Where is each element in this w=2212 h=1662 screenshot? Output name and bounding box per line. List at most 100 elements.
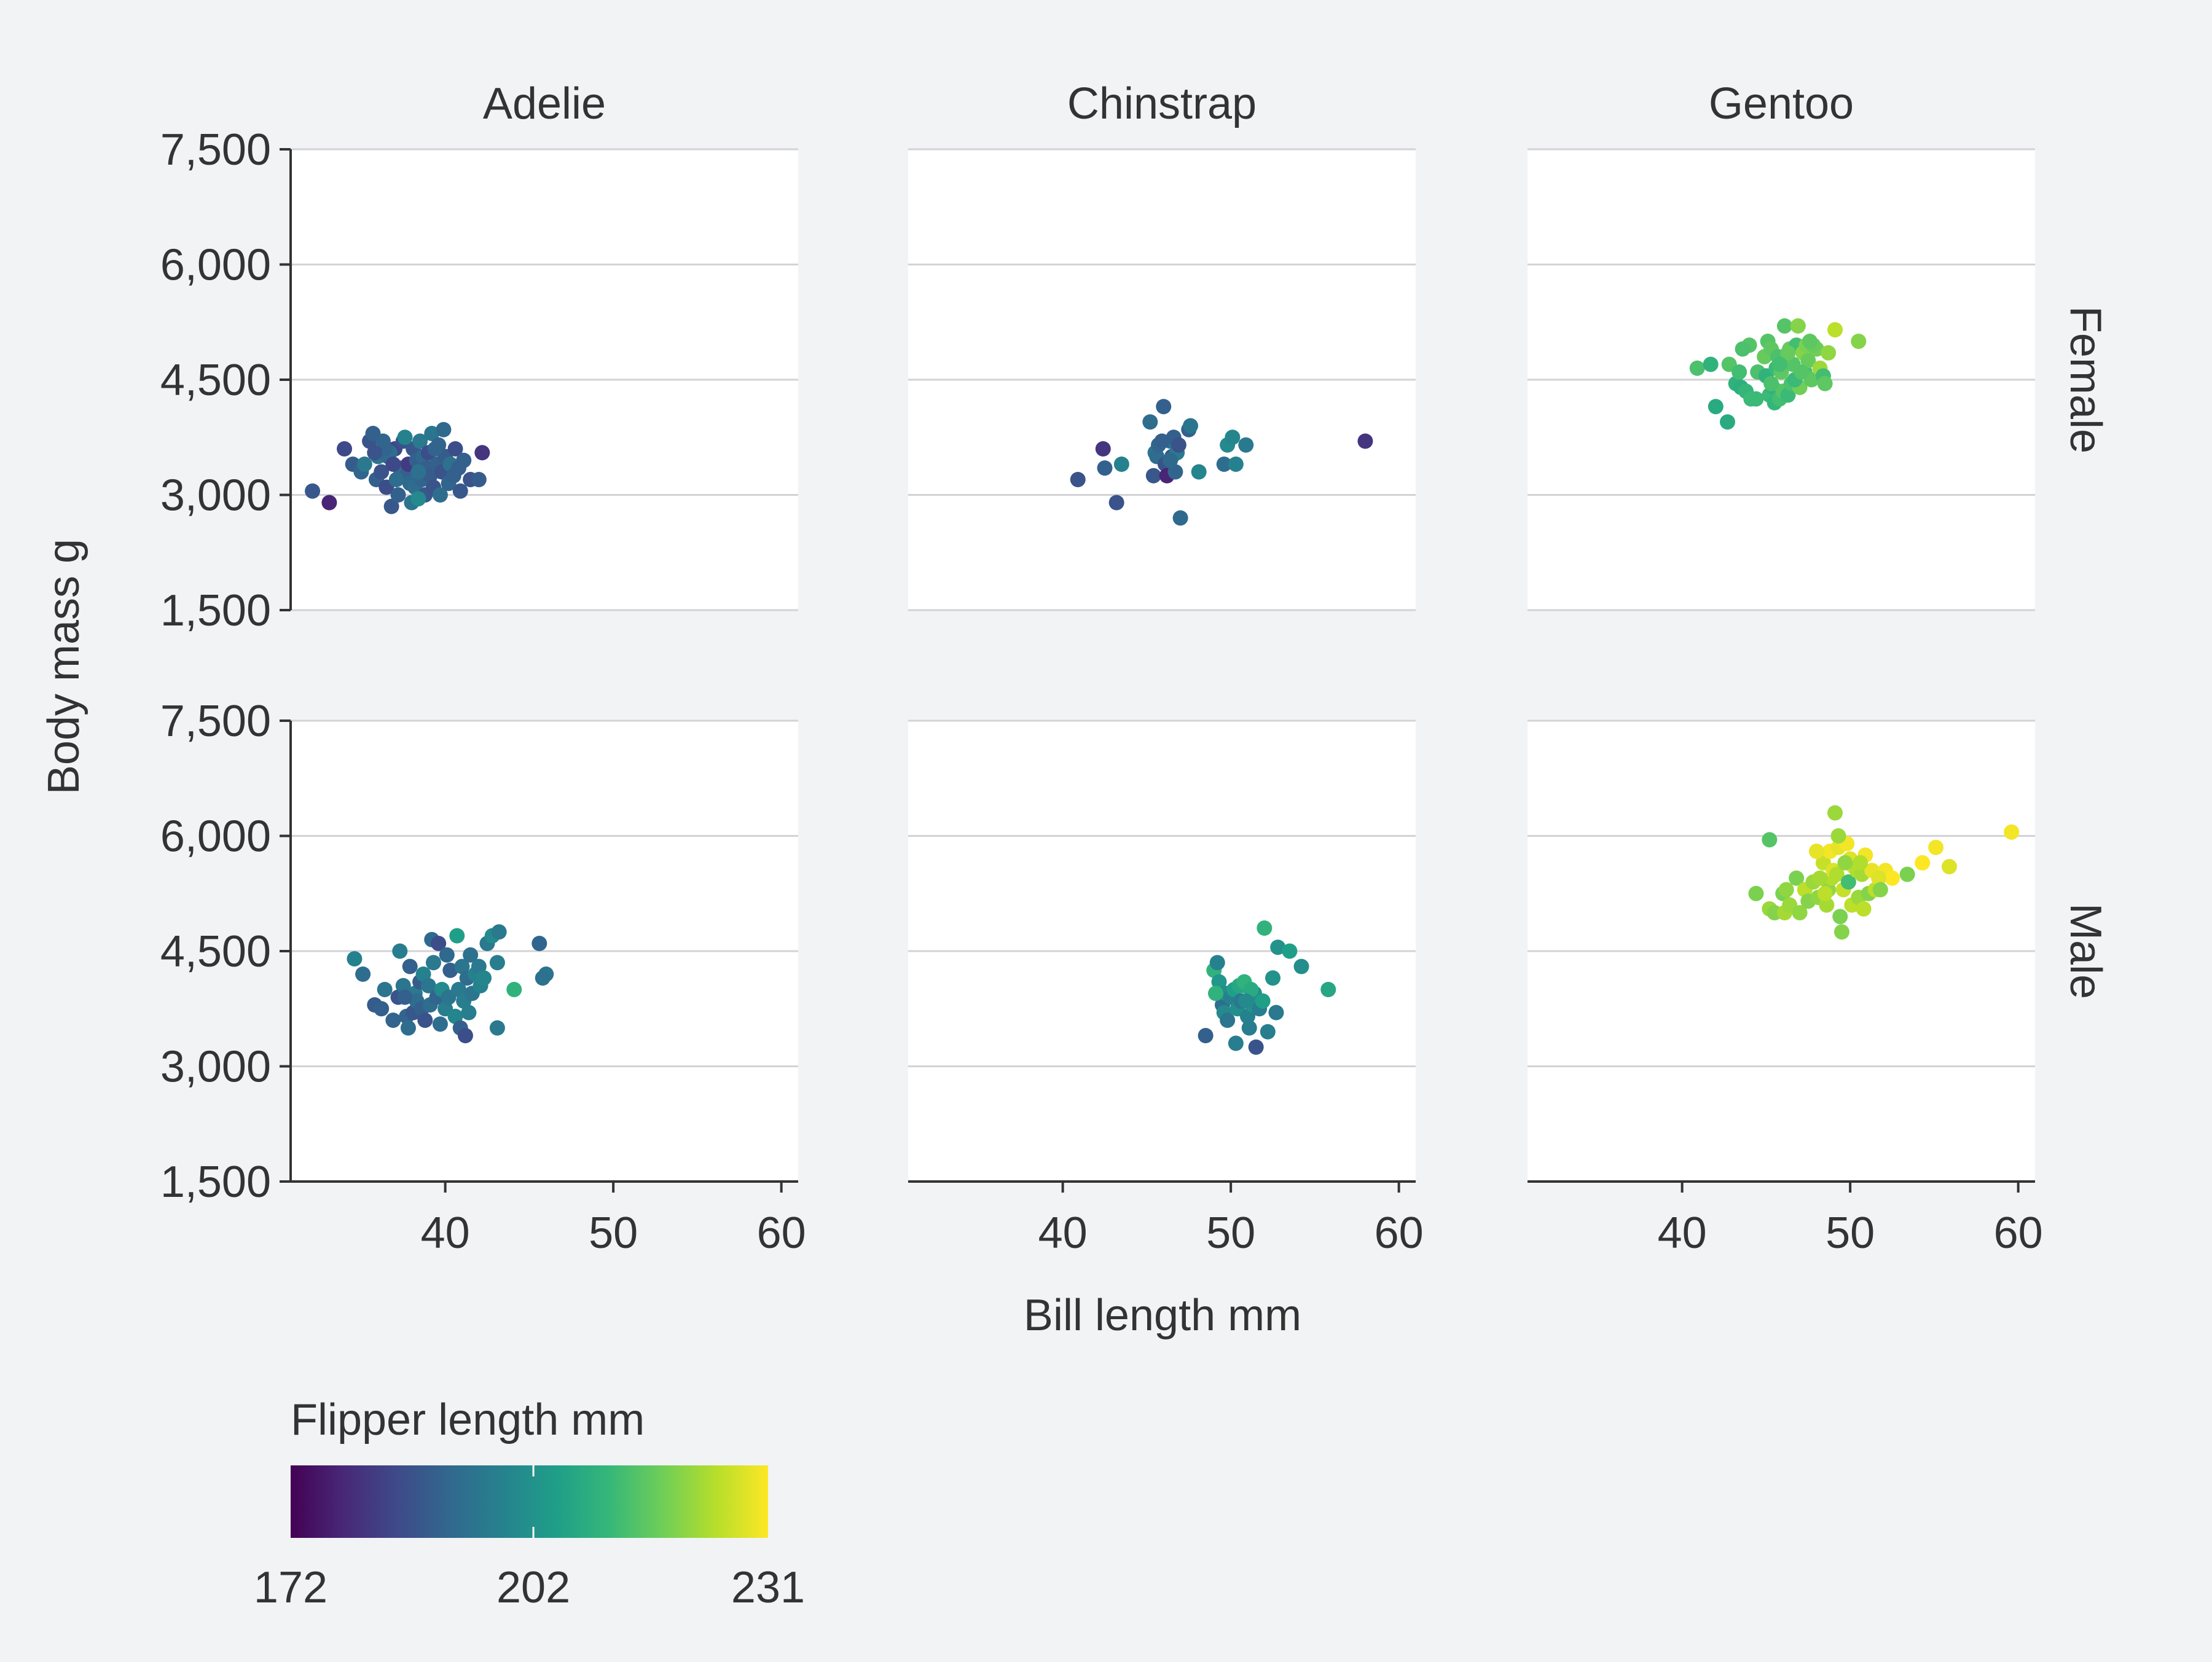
- data-point: [489, 955, 505, 971]
- data-point: [432, 1016, 448, 1032]
- data-point: [1808, 844, 1824, 859]
- data-point: [367, 445, 383, 461]
- panel-gentoo-female: Gentoo Female: [1528, 79, 2110, 611]
- data-point: [1703, 356, 1719, 372]
- facet-row-label: Male: [2061, 903, 2110, 999]
- data-point: [1719, 414, 1735, 430]
- data-point: [1260, 1024, 1276, 1040]
- data-point: [1255, 993, 1271, 1009]
- facet-column-title: Gentoo: [1709, 79, 1854, 128]
- data-point: [471, 472, 487, 487]
- data-point: [449, 928, 465, 944]
- data-point: [422, 468, 438, 484]
- data-point: [1095, 441, 1111, 457]
- data-point: [1243, 982, 1259, 997]
- data-point: [1265, 970, 1281, 986]
- data-point: [442, 962, 458, 978]
- data-point: [1802, 334, 1818, 349]
- data-point: [410, 464, 426, 480]
- data-point: [1070, 472, 1086, 487]
- data-point: [1228, 457, 1244, 472]
- data-point: [1282, 943, 1298, 959]
- data-point: [1257, 920, 1273, 936]
- x-tick-label: 50: [1826, 1209, 1875, 1258]
- data-point: [2004, 824, 2020, 840]
- data-point: [1915, 855, 1931, 871]
- data-point: [1780, 387, 1796, 403]
- points-chinstrap-male: [1198, 920, 1336, 1055]
- facet-column-title: Adelie: [483, 79, 606, 128]
- panel-gentoo-male: 40 50 60 Male: [1528, 719, 2110, 1258]
- data-point: [392, 943, 408, 959]
- x-tick-label: 50: [1206, 1209, 1255, 1258]
- data-point: [489, 1020, 505, 1036]
- data-point: [1800, 353, 1816, 369]
- data-point: [1790, 318, 1806, 334]
- data-point: [1270, 939, 1286, 955]
- data-point: [1832, 909, 1848, 925]
- data-point: [1732, 364, 1747, 380]
- data-point: [474, 445, 490, 461]
- data-point: [1872, 882, 1888, 898]
- y-tick-label: 7,500: [160, 125, 271, 174]
- panel-adelie-female: 1,500 3,000 4,500 6,000 7,500 Adelie: [160, 79, 798, 635]
- y-tick-label: 1,500: [160, 1158, 271, 1207]
- data-point: [1829, 866, 1845, 882]
- data-point: [1771, 356, 1787, 372]
- data-point: [1827, 805, 1843, 821]
- panel-adelie-male: 1,500 3,000 4,500 6,000 7,500 40 50 60: [160, 697, 806, 1258]
- colorbar-tick-label: 202: [496, 1563, 570, 1612]
- data-point: [1789, 870, 1805, 886]
- x-tick-label: 50: [589, 1209, 638, 1258]
- data-point: [1780, 345, 1796, 361]
- data-point: [1238, 993, 1254, 1009]
- data-point: [355, 966, 371, 982]
- data-point: [1763, 375, 1779, 391]
- data-point: [385, 1013, 401, 1028]
- data-point: [410, 491, 426, 507]
- data-point: [1198, 1028, 1214, 1043]
- data-point: [1942, 859, 1958, 874]
- data-point: [1097, 460, 1113, 476]
- data-point: [1182, 418, 1198, 434]
- data-point: [427, 441, 443, 457]
- panels: 1,500 3,000 4,500 6,000 7,500 Adelie Chinstrap…: [160, 79, 2110, 1258]
- data-point: [1113, 457, 1129, 472]
- data-point: [390, 487, 406, 503]
- data-point: [1241, 1020, 1257, 1036]
- y-tick-label: 6,000: [160, 812, 271, 861]
- data-point: [1220, 1013, 1236, 1028]
- data-point: [1856, 901, 1872, 917]
- data-point: [1792, 905, 1808, 920]
- data-point: [1108, 495, 1124, 511]
- data-point: [412, 433, 428, 449]
- y-tick-label: 1,500: [160, 586, 271, 635]
- points-gentoo-female: [1689, 318, 1867, 430]
- data-point: [1840, 874, 1856, 890]
- data-point: [1778, 882, 1794, 898]
- facet-row-label: Female: [2061, 306, 2110, 453]
- data-point: [395, 978, 411, 994]
- points-adelie-female: [305, 421, 490, 514]
- data-point: [1812, 870, 1828, 886]
- data-point: [374, 1001, 390, 1017]
- data-point: [400, 1020, 416, 1036]
- data-point: [305, 483, 321, 499]
- points-gentoo-male: [1748, 805, 2020, 940]
- data-point: [531, 936, 547, 951]
- data-point: [506, 982, 522, 997]
- data-point: [1239, 1008, 1255, 1024]
- y-tick-label: 4,500: [160, 927, 271, 976]
- y-tick-label: 3,000: [160, 1043, 271, 1092]
- data-point: [1228, 1035, 1244, 1051]
- data-point: [321, 495, 337, 511]
- data-point: [1320, 982, 1336, 997]
- data-point: [425, 955, 441, 971]
- data-point: [1689, 360, 1705, 376]
- data-point: [1851, 334, 1867, 349]
- data-point: [1172, 510, 1188, 526]
- data-point: [1154, 433, 1170, 449]
- data-point: [1827, 322, 1843, 338]
- data-point: [491, 924, 507, 940]
